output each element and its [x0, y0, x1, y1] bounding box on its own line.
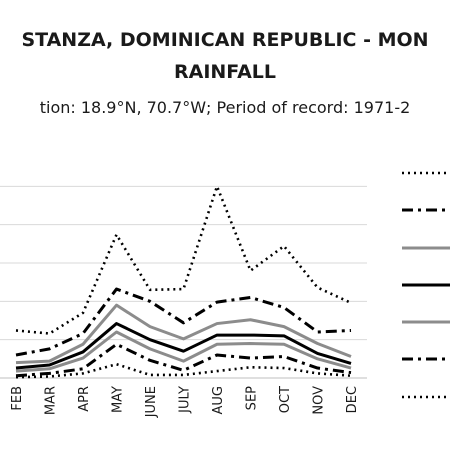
- x-tick-label: NOV: [312, 386, 327, 415]
- x-tick-label: SEP: [245, 386, 260, 410]
- series-line-5: [15, 330, 352, 373]
- series-line-7: [15, 362, 352, 379]
- x-tick-label: APR: [77, 386, 92, 412]
- x-tick-label: JULY: [178, 386, 193, 414]
- gridlines: [0, 185, 367, 341]
- legend: [402, 171, 450, 399]
- x-tick-label: MAR: [44, 386, 59, 415]
- series-line-6: [15, 342, 352, 378]
- chart-title-line-2: RAINFALL: [174, 61, 276, 83]
- series-line-4: [15, 322, 352, 370]
- series-line-1: [15, 185, 352, 335]
- x-tick-label: MAY: [111, 386, 126, 413]
- series-line-3: [15, 303, 352, 365]
- x-axis-tick-labels: FEB MAR APR MAY JUNE JULY AUG SEP OCT NOV DEC: [10, 386, 360, 418]
- x-tick-label: AUG: [211, 386, 226, 414]
- chart-title-line-1: STANZA, DOMINICAN REPUBLIC - MON: [21, 29, 428, 51]
- x-tick-label: FEB: [10, 386, 25, 411]
- x-tick-label: JUNE: [144, 386, 159, 418]
- chart-subtitle: tion: 18.9°N, 70.7°W; Period of record: …: [40, 98, 411, 117]
- x-tick-label: OCT: [278, 386, 293, 413]
- x-tick-label: DEC: [345, 386, 360, 413]
- plot-area: [15, 185, 352, 379]
- series-line-2: [15, 287, 352, 357]
